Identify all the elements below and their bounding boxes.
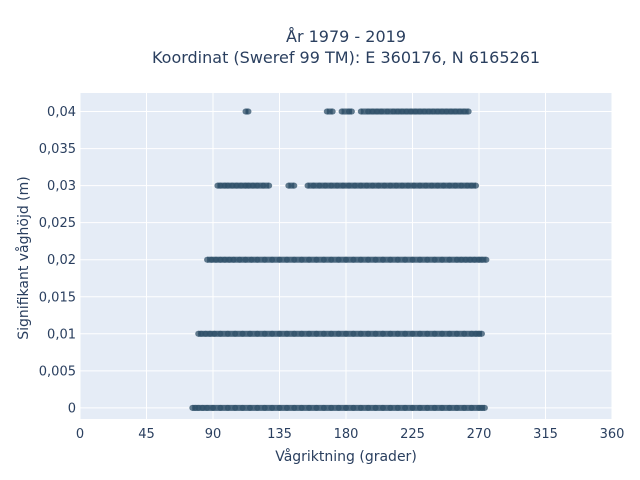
x-axis-ticks: 0 45 90 135 180 225 270 315 360 <box>76 427 625 442</box>
y-axis-title: Signifikant våghöjd (m) <box>15 176 32 339</box>
chart-title-line-1: År 1979 - 2019 <box>286 27 406 46</box>
y-tick-label: 0,015 <box>39 290 76 305</box>
y-tick-label: 0,02 <box>47 253 76 268</box>
x-tick-label: 360 <box>600 427 625 442</box>
y-tick-label: 0,005 <box>39 364 76 379</box>
y-tick-label: 0,04 <box>47 105 76 120</box>
chart-title: År 1979 - 2019 Koordinat (Sweref 99 TM):… <box>0 26 640 68</box>
x-tick-label: 225 <box>400 427 425 442</box>
y-tick-label: 0 <box>68 401 76 416</box>
x-tick-label: 270 <box>467 427 492 442</box>
x-tick-label: 0 <box>76 427 84 442</box>
chart-title-line-2: Koordinat (Sweref 99 TM): E 360176, N 61… <box>151 48 541 67</box>
x-tick-label: 45 <box>138 427 155 442</box>
y-tick-label: 0,025 <box>39 216 76 231</box>
y-axis-ticks: 0 0,005 0,01 0,015 0,02 0,025 0,03 0,035 0,04 <box>39 105 76 416</box>
x-tick-label: 135 <box>267 427 292 442</box>
y-tick-label: 0,03 <box>47 179 76 194</box>
x-tick-label: 315 <box>533 427 558 442</box>
y-tick-label: 0,035 <box>39 142 76 157</box>
x-tick-label: 180 <box>334 427 359 442</box>
data-points <box>189 108 490 411</box>
x-tick-label: 90 <box>205 427 222 442</box>
y-tick-label: 0,01 <box>47 327 76 342</box>
x-axis-title: Vågriktning (grader) <box>275 448 417 465</box>
